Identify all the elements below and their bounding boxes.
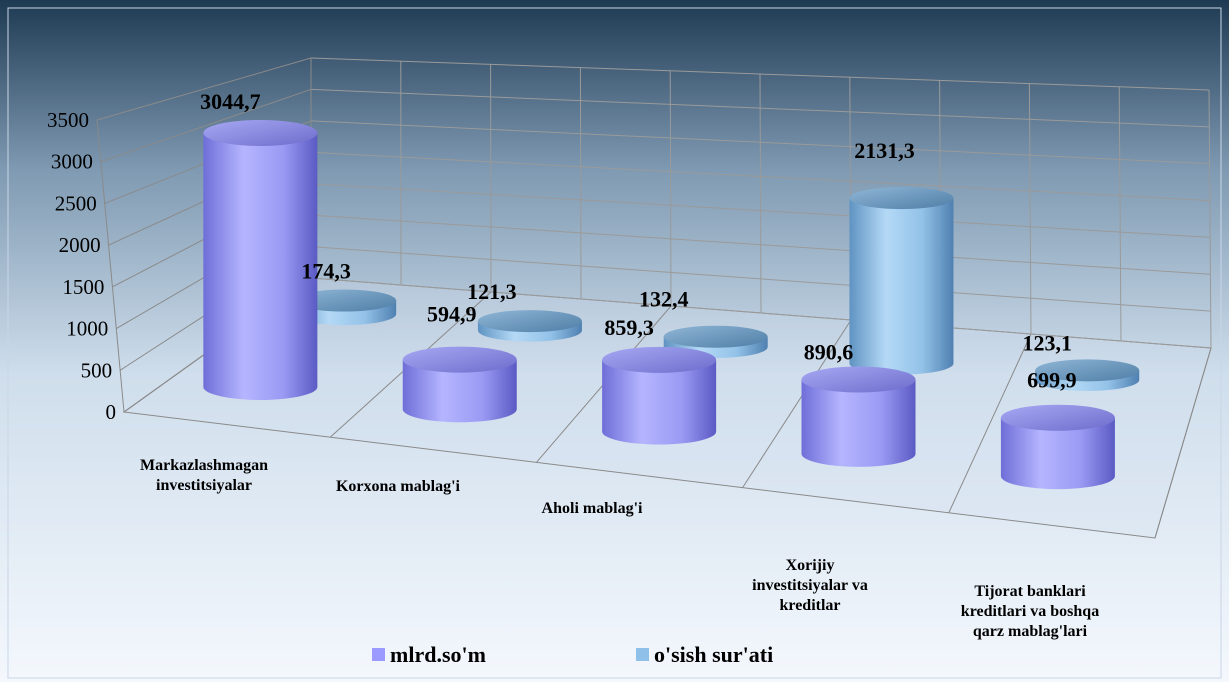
category-label-line: Xorijiy bbox=[786, 557, 835, 574]
bar-body bbox=[802, 380, 916, 467]
y-tick-label: 500 bbox=[81, 358, 113, 382]
data-label: 3044,7 bbox=[200, 89, 261, 114]
data-label: 123,1 bbox=[1022, 330, 1072, 355]
category-label-line: investitsiyalar bbox=[156, 477, 252, 494]
category-label-line: qarz mablag'lari bbox=[973, 623, 1088, 640]
back-wall-vertical bbox=[580, 68, 581, 299]
y-tick-label: 2000 bbox=[59, 233, 101, 257]
data-label: 699,9 bbox=[1027, 368, 1077, 393]
data-label: 2131,3 bbox=[854, 138, 915, 163]
data-label: 121,3 bbox=[467, 279, 517, 304]
bar-top bbox=[602, 347, 716, 373]
bar-mlrd-3 bbox=[802, 367, 916, 467]
bar-top bbox=[849, 187, 953, 209]
category-label-line: Tijorat banklari bbox=[974, 583, 1086, 600]
data-label: 132,4 bbox=[639, 287, 689, 312]
bar-top bbox=[478, 310, 582, 332]
category-label-line: Aholi mablag'i bbox=[542, 500, 643, 517]
y-tick-label: 2500 bbox=[55, 191, 97, 215]
data-label: 890,6 bbox=[804, 340, 854, 365]
category-label-line: kreditlar bbox=[779, 597, 840, 614]
bar-osish-1 bbox=[478, 310, 582, 341]
category-label: Korxona mablag'i bbox=[336, 478, 461, 495]
y-tick-label: 1500 bbox=[62, 275, 104, 299]
data-label: 859,3 bbox=[604, 315, 654, 340]
bar-top bbox=[802, 367, 916, 393]
y-tick-label: 1000 bbox=[66, 317, 108, 341]
category-label-line: Markazlashmagan bbox=[140, 457, 268, 474]
bar-top bbox=[664, 326, 768, 348]
legend-swatch bbox=[372, 648, 385, 661]
bar-mlrd-1 bbox=[403, 347, 517, 423]
bar-mlrd-0 bbox=[203, 120, 317, 400]
legend-label: mlrd.so'm bbox=[390, 642, 486, 667]
legend-item-0: mlrd.so'm bbox=[372, 642, 486, 667]
category-label-line: Korxona mablag'i bbox=[336, 478, 461, 495]
bar-osish-3 bbox=[849, 187, 953, 374]
bar-mlrd-2 bbox=[602, 347, 716, 445]
bar-top bbox=[1001, 405, 1115, 431]
y-tick-label: 3000 bbox=[51, 150, 93, 174]
category-label: Aholi mablag'i bbox=[542, 500, 643, 517]
legend-swatch bbox=[636, 648, 649, 661]
data-label: 594,9 bbox=[427, 302, 477, 327]
bar-mlrd-4 bbox=[1001, 405, 1115, 489]
category-label: Tijorat banklari kreditlari va boshqa qarz… bbox=[961, 583, 1099, 640]
bar-top bbox=[403, 347, 517, 373]
bar-top bbox=[203, 120, 317, 146]
legend-label: o'sish sur'ati bbox=[654, 642, 773, 667]
data-label: 174,3 bbox=[301, 259, 351, 284]
y-tick-label: 3500 bbox=[47, 108, 89, 132]
category-label-line: investitsiyalar va bbox=[752, 577, 868, 594]
legend-item-1: o'sish sur'ati bbox=[636, 642, 773, 667]
bar-body bbox=[203, 133, 317, 400]
category-label-line: kreditlari va boshqa bbox=[961, 603, 1099, 620]
y-tick-label: 0 bbox=[106, 400, 117, 424]
bar-body bbox=[849, 198, 953, 374]
